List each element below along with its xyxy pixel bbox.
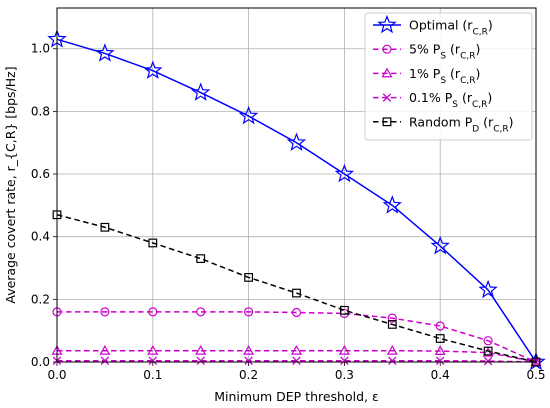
legend-item: 1% PS (rC,R): [373, 66, 480, 86]
data-point: [290, 345, 303, 355]
data-point: [99, 345, 111, 355]
legend-item: Random PD (rC,R): [373, 114, 514, 134]
data-point: [292, 356, 301, 366]
data-point: [244, 273, 254, 282]
data-point: [243, 345, 255, 355]
series-line: [57, 349, 537, 363]
data-point: [483, 336, 493, 346]
data-point: [340, 305, 349, 315]
data-point: [435, 321, 445, 331]
y-tick-label: 0.2: [31, 292, 50, 306]
legend-label: Optimal (rC,R): [409, 18, 493, 38]
legend-box: [364, 12, 533, 141]
data-point: [148, 307, 158, 317]
series-4: [52, 356, 541, 367]
data-point: [100, 356, 110, 366]
data-point: [148, 356, 158, 366]
data-point: [196, 356, 205, 366]
data-point: [196, 254, 206, 264]
y-axis-label: Average covert rate, r_{C,R} [bps/Hz]: [3, 66, 18, 303]
data-point: [435, 356, 445, 366]
data-point: [386, 345, 398, 355]
data-point: [244, 307, 254, 317]
legend-marker: [382, 93, 392, 102]
data-point: [382, 195, 402, 214]
x-tick-label: 0.5: [526, 368, 545, 382]
legend-marker: [377, 14, 397, 34]
plot-frame: [56, 7, 537, 363]
data-point: [100, 307, 110, 317]
data-point: [483, 346, 493, 356]
ticks: 0.0 0.1 0.2 0.3 0.4 0.5 0.0 0.2 0.4 0.6 0.8 1.0: [31, 42, 546, 382]
series-line: [56, 38, 537, 363]
data-point: [286, 132, 307, 151]
data-point: [388, 356, 397, 366]
legend-label: 5% PS (rC,R): [409, 42, 480, 62]
data-point: [292, 288, 301, 298]
legend: Optimal (rC,R) 5% PS (rC,R) 1% PS (rC,R) 0.…: [364, 12, 533, 141]
data-point: [291, 307, 302, 318]
y-tick-label: 0.8: [31, 104, 50, 118]
data-point: [434, 345, 446, 356]
x-tick-label: 0.0: [47, 368, 66, 382]
data-point: [191, 82, 211, 101]
series-3: [51, 345, 542, 366]
legend-marker: [382, 117, 392, 127]
legend-marker: [382, 44, 392, 54]
y-tick-label: 0.4: [31, 230, 50, 244]
data-point: [338, 345, 350, 355]
x-axis-label: Minimum DEP threshold, ε: [214, 389, 379, 404]
legend-item: Optimal (rC,R): [373, 14, 493, 38]
x-tick-label: 0.2: [239, 368, 258, 382]
data-point: [195, 345, 207, 355]
legend-item: 0.1% PS (rC,R): [373, 90, 492, 110]
x-tick-label: 0.3: [335, 368, 354, 382]
data-point: [143, 60, 163, 79]
data-point: [334, 163, 355, 183]
legend-label: 1% PS (rC,R): [409, 66, 480, 86]
data-point: [340, 356, 349, 366]
x-tick-label: 0.4: [431, 368, 450, 382]
series-layer: [47, 29, 546, 371]
data-point: [430, 235, 450, 255]
data-point: [244, 356, 253, 366]
data-point: [483, 356, 493, 366]
data-point: [196, 307, 206, 317]
data-point: [147, 345, 159, 355]
data-point: [100, 222, 110, 232]
legend-item: 5% PS (rC,R): [373, 42, 480, 62]
y-tick-label: 1.0: [31, 42, 50, 56]
data-point: [387, 313, 397, 323]
legend-label: 0.1% PS (rC,R): [409, 90, 492, 110]
data-point: [478, 279, 498, 299]
data-point: [148, 238, 158, 248]
series-line: [57, 311, 537, 363]
series-5: [52, 210, 541, 367]
x-tick-label: 0.1: [143, 368, 162, 382]
data-point: [95, 43, 115, 62]
y-tick-label: 0.0: [31, 355, 50, 369]
y-tick-label: 0.6: [31, 167, 50, 181]
legend-label: Random PD (rC,R): [409, 114, 514, 134]
data-point: [238, 105, 259, 125]
data-point: [387, 320, 397, 329]
series-line: [56, 214, 537, 363]
legend-marker: [381, 67, 393, 78]
series-2: [52, 307, 541, 367]
data-point: [435, 334, 445, 343]
